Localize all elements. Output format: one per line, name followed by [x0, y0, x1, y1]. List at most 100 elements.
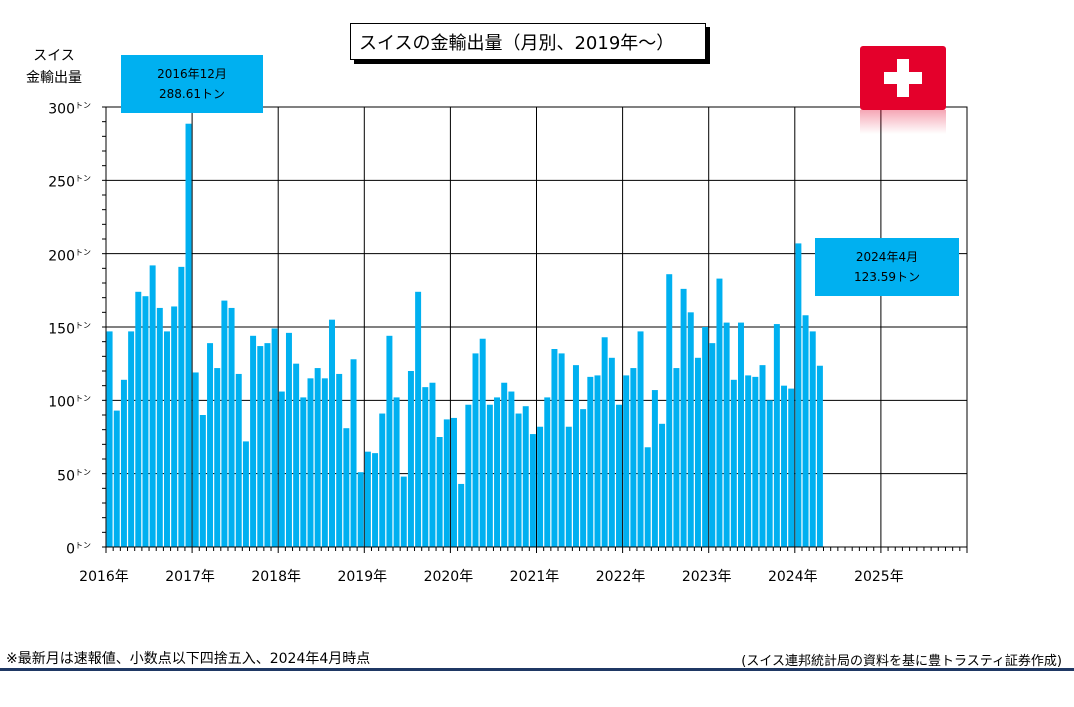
x-tick-label: 2021年: [509, 569, 560, 585]
bar: [185, 123, 192, 548]
bar: [199, 415, 206, 547]
bar: [580, 409, 587, 547]
callout-latest: 2024年4月 123.59トン: [815, 238, 959, 296]
bar: [314, 368, 321, 547]
y-axis-label: スイス 金輸出量: [14, 45, 94, 89]
callout-latest-value: 123.59トン: [854, 270, 920, 284]
footnote: ※最新月は速報値、小数点以下四捨五入、2024年4月時点: [6, 651, 371, 667]
bar: [594, 375, 601, 547]
y-tick-unit: トン: [75, 321, 91, 330]
bar: [250, 335, 257, 547]
bar: [630, 368, 637, 547]
bar: [128, 331, 135, 547]
x-tick-label: 2020年: [423, 569, 474, 585]
bar: [587, 376, 594, 547]
callout-peak-date: 2016年12月: [157, 67, 227, 81]
bar: [759, 365, 766, 547]
bar: [407, 371, 414, 547]
bar: [214, 368, 221, 547]
y-tick-unit: トン: [75, 541, 91, 550]
bar: [644, 447, 651, 547]
bar: [752, 376, 759, 547]
y-tick-value: 50: [57, 468, 75, 485]
x-tick-label: 2022年: [595, 569, 646, 585]
bar: [149, 265, 156, 547]
bar: [601, 337, 608, 547]
bottom-divider: [0, 668, 1074, 671]
bar: [515, 413, 522, 547]
bar: [745, 375, 752, 547]
swiss-flag-icon: [860, 46, 946, 110]
bar: [738, 322, 744, 547]
bar: [178, 266, 185, 547]
bar: [716, 278, 723, 547]
bar: [235, 373, 242, 547]
bar: [415, 291, 422, 547]
source-note: (スイス連邦統計局の資料を基に豊トラスティ証券作成): [741, 654, 1062, 669]
bar: [709, 343, 716, 547]
bar: [364, 451, 371, 547]
bar: [293, 363, 300, 547]
bar: [400, 476, 407, 547]
bar: [379, 413, 386, 547]
bar: [479, 338, 486, 547]
bar: [164, 331, 170, 547]
y-tick-value: 0: [66, 541, 75, 558]
bar: [730, 379, 737, 547]
y-tick-value: 150: [48, 321, 75, 338]
bar: [307, 378, 314, 547]
bar: [565, 426, 572, 547]
bar: [422, 387, 429, 547]
bar: [321, 378, 328, 547]
bar: [616, 404, 622, 547]
y-tick-unit: トン: [75, 101, 91, 110]
y-tick-value: 300: [48, 101, 75, 118]
bar: [537, 426, 544, 547]
bar: [278, 391, 285, 547]
bar: [350, 359, 357, 547]
x-tick-label: 2024年: [767, 569, 818, 585]
x-tick-label: 2018年: [251, 569, 301, 585]
bar: [142, 296, 149, 547]
callout-peak-value: 288.61トン: [159, 87, 225, 101]
bar: [702, 327, 709, 547]
bar: [429, 382, 436, 547]
bar: [608, 357, 615, 547]
y-tick-label: 250トン: [31, 172, 91, 190]
bar: [773, 324, 780, 547]
bar: [809, 331, 816, 547]
y-tick-label: 200トン: [31, 246, 91, 264]
bar: [766, 400, 773, 547]
flag-cross-vertical: [897, 59, 909, 97]
bar: [795, 243, 802, 547]
x-tick-label: 2023年: [681, 569, 732, 585]
bar: [171, 306, 178, 547]
y-tick-unit: トン: [75, 394, 91, 404]
bar: [673, 368, 680, 547]
bar: [393, 397, 400, 547]
bar: [723, 322, 730, 547]
bar: [486, 404, 493, 547]
bar: [623, 375, 630, 547]
y-tick-unit: トン: [75, 174, 91, 184]
bar: [300, 397, 307, 547]
bar: [357, 472, 364, 547]
bar: [264, 343, 271, 547]
chart-title: スイスの金輸出量（月別、2019年～）: [350, 23, 706, 60]
bar: [529, 434, 536, 547]
bar: [135, 291, 142, 547]
bar: [156, 307, 163, 547]
bar: [451, 417, 457, 547]
flag-reflection: [860, 110, 946, 134]
bar: [257, 346, 264, 547]
bar: [443, 419, 450, 547]
bar: [659, 423, 666, 547]
bar: [285, 332, 292, 547]
y-axis-label-line: スイス: [33, 48, 75, 64]
bar: [781, 385, 788, 547]
x-tick-label: 2025年: [854, 569, 904, 585]
bar: [544, 397, 551, 547]
y-tick-label: 100トン: [31, 392, 91, 410]
bar: [666, 274, 673, 547]
bar: [572, 365, 579, 547]
